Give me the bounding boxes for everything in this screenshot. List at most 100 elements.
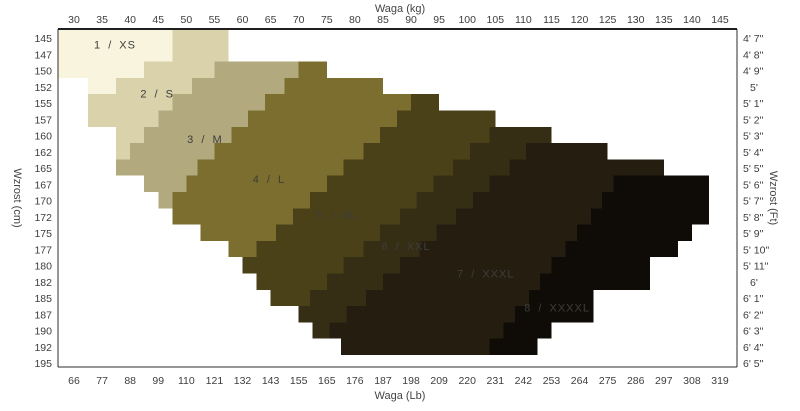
kg-tick-label: 140	[683, 14, 701, 26]
size-region-label: 3 / M	[187, 134, 222, 146]
size-region-cell	[144, 175, 187, 192]
lb-tick-label: 187	[374, 375, 392, 387]
kg-tick-label: 135	[655, 14, 673, 26]
ft-tick-label: 4' 8"	[743, 49, 764, 61]
kg-tick-label: 120	[571, 14, 589, 26]
size-region-cell	[343, 257, 400, 274]
size-region-cell	[509, 159, 664, 176]
size-region-cell	[380, 224, 437, 241]
lb-tick-label: 308	[683, 375, 701, 387]
lb-tick-label: 155	[290, 375, 308, 387]
lb-tick-label: 198	[402, 375, 420, 387]
size-region-label: 1 / XS	[94, 39, 136, 51]
kg-tick-label: 105	[487, 14, 505, 26]
size-region-cell	[58, 29, 173, 46]
size-region-cell	[551, 257, 650, 274]
size-region-cell	[326, 273, 383, 290]
size-region-cell	[366, 289, 530, 307]
ft-tick-label: 5' 5"	[743, 163, 764, 175]
size-region-cell	[214, 143, 364, 160]
ft-tick-label: 5' 10"	[743, 244, 769, 256]
lb-tick-label: 121	[206, 375, 224, 387]
size-region-cell	[433, 175, 490, 192]
lb-tick-label: 286	[627, 375, 645, 387]
ft-tick-label: 5' 2"	[743, 114, 764, 126]
kg-tick-label: 45	[152, 14, 164, 26]
size-region-label: 6 / XXL	[381, 241, 430, 253]
kg-tick-label: 70	[293, 14, 305, 26]
size-region-cell	[602, 192, 709, 209]
cm-tick-label: 170	[34, 196, 52, 208]
size-region-cell	[411, 94, 440, 111]
size-region-cell	[380, 126, 490, 144]
size-region-cell	[172, 208, 294, 225]
kg-tick-label: 100	[458, 14, 476, 26]
size-region-cell	[453, 159, 510, 176]
kg-tick-label: 125	[599, 14, 617, 26]
size-region-cell	[529, 289, 594, 307]
lb-tick-label: 176	[346, 375, 364, 387]
kg-tick-label: 65	[265, 14, 277, 26]
cm-tick-label: 155	[34, 98, 52, 110]
size-region-cell	[186, 175, 327, 192]
cm-tick-label: 162	[34, 147, 52, 159]
size-region-cell	[116, 126, 145, 144]
kg-tick-label: 85	[377, 14, 389, 26]
kg-tick-label: 35	[96, 14, 108, 26]
cm-tick-label: 175	[34, 228, 52, 240]
size-region-cell	[576, 224, 692, 241]
size-region-cell	[228, 240, 257, 258]
size-region-cell	[346, 306, 515, 323]
lb-tick-label: 99	[152, 375, 164, 387]
ft-tick-label: 6' 5"	[743, 358, 764, 370]
size-region-cell	[231, 126, 381, 144]
size-region-label: 7 / XXXL	[457, 269, 514, 281]
ft-tick-label: 6' 2"	[743, 309, 764, 321]
cm-tick-label: 177	[34, 244, 52, 256]
cm-tick-label: 157	[34, 114, 52, 126]
cm-tick-label: 147	[34, 49, 52, 61]
size-region-cell	[116, 143, 131, 160]
size-region-cell	[416, 192, 473, 209]
size-region-cell	[298, 306, 347, 323]
size-region-label: 5 / XL	[317, 210, 358, 222]
size-region-cell	[309, 289, 367, 307]
ft-tick-label: 6' 4"	[743, 342, 764, 354]
region-labels-layer: 1 / XS 2 / S 3 / M 4 / L 5 / XL 6 / XXL 7 / XX…	[94, 39, 590, 315]
kg-tick-label: 110	[515, 14, 532, 26]
cm-tick-label: 190	[34, 326, 52, 338]
kg-tick-label: 55	[209, 14, 221, 26]
cm-tick-label: 150	[34, 66, 52, 78]
size-region-label: 8 / XXXXL	[524, 303, 590, 315]
lb-tick-label: 275	[599, 375, 617, 387]
size-region-cell	[293, 208, 400, 225]
lb-tick-label: 165	[318, 375, 336, 387]
lb-tick-label: 231	[487, 375, 505, 387]
size-region-label: 2 / S	[140, 88, 174, 100]
ft-tick-label: 5' 7"	[743, 196, 764, 208]
size-region-cell	[172, 192, 310, 209]
ft-tick-label: 6' 1"	[743, 293, 764, 305]
size-region-cell	[489, 175, 614, 192]
ft-tick-label: 5' 3"	[743, 131, 764, 143]
cm-tick-label: 195	[34, 358, 52, 370]
size-region-cell	[58, 45, 173, 62]
size-region-cell	[613, 175, 709, 192]
size-region-cell	[363, 240, 420, 258]
cm-tick-label: 160	[34, 131, 52, 143]
cm-tick-label: 185	[34, 293, 52, 305]
size-region-cell	[540, 273, 650, 290]
cm-tick-label: 192	[34, 342, 52, 354]
size-region-cell	[172, 29, 229, 46]
size-region-cell	[88, 77, 117, 95]
size-region-cell	[116, 159, 198, 176]
kg-tick-label: 115	[543, 14, 560, 26]
cm-tick-label: 167	[34, 179, 52, 191]
size-region-cell	[172, 94, 265, 111]
size-region-cell	[309, 192, 417, 209]
cm-tick-label: 180	[34, 261, 52, 273]
ft-tick-label: 5' 9"	[743, 228, 764, 240]
size-region-cell	[455, 208, 591, 225]
kg-tick-label: 130	[627, 14, 645, 26]
